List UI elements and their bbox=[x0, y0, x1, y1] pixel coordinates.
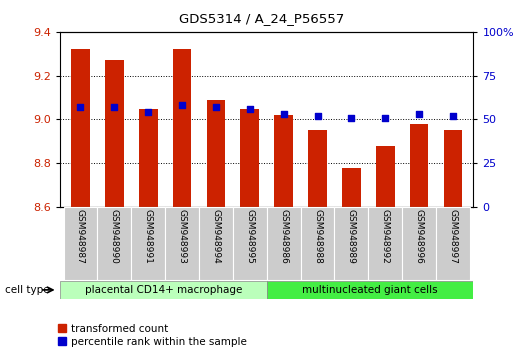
Point bbox=[178, 103, 186, 108]
Bar bbox=[64, 207, 97, 280]
Bar bbox=[308, 130, 327, 207]
Text: GSM948996: GSM948996 bbox=[415, 209, 424, 264]
Bar bbox=[267, 281, 473, 299]
Bar bbox=[105, 60, 123, 207]
Bar bbox=[97, 207, 131, 280]
Text: multinucleated giant cells: multinucleated giant cells bbox=[302, 285, 438, 295]
Bar bbox=[376, 146, 394, 207]
Point bbox=[246, 106, 254, 112]
Point bbox=[347, 115, 356, 121]
Bar bbox=[368, 207, 402, 280]
Bar bbox=[436, 207, 470, 280]
Point bbox=[76, 104, 85, 110]
Bar bbox=[241, 109, 259, 207]
Bar bbox=[444, 130, 462, 207]
Bar bbox=[139, 109, 157, 207]
Bar bbox=[335, 207, 368, 280]
Text: GSM948994: GSM948994 bbox=[211, 209, 220, 264]
Point bbox=[212, 104, 220, 110]
Bar bbox=[342, 168, 361, 207]
Text: GSM948987: GSM948987 bbox=[76, 209, 85, 264]
Bar bbox=[402, 207, 436, 280]
Text: GSM948997: GSM948997 bbox=[449, 209, 458, 264]
Bar bbox=[173, 49, 191, 207]
Text: GSM948990: GSM948990 bbox=[110, 209, 119, 264]
Bar bbox=[301, 207, 334, 280]
Text: GSM948988: GSM948988 bbox=[313, 209, 322, 264]
Point bbox=[144, 110, 152, 115]
Legend: transformed count, percentile rank within the sample: transformed count, percentile rank withi… bbox=[58, 324, 247, 347]
Bar bbox=[165, 207, 199, 280]
Text: GSM948993: GSM948993 bbox=[178, 209, 187, 264]
Text: GSM948986: GSM948986 bbox=[279, 209, 288, 264]
Text: cell type: cell type bbox=[5, 285, 50, 295]
Text: GSM948989: GSM948989 bbox=[347, 209, 356, 264]
Bar bbox=[207, 100, 225, 207]
Point bbox=[313, 113, 322, 119]
Bar bbox=[199, 207, 233, 280]
Bar bbox=[275, 115, 293, 207]
Bar bbox=[233, 207, 267, 280]
Text: GSM948992: GSM948992 bbox=[381, 209, 390, 264]
Text: placental CD14+ macrophage: placental CD14+ macrophage bbox=[85, 285, 242, 295]
Text: GSM948995: GSM948995 bbox=[245, 209, 254, 264]
Bar bbox=[410, 124, 428, 207]
Bar bbox=[71, 49, 90, 207]
Bar bbox=[60, 281, 267, 299]
Point bbox=[449, 113, 457, 119]
Point bbox=[279, 112, 288, 117]
Bar bbox=[267, 207, 301, 280]
Text: GDS5314 / A_24_P56557: GDS5314 / A_24_P56557 bbox=[179, 12, 344, 25]
Bar bbox=[131, 207, 165, 280]
Point bbox=[415, 112, 423, 117]
Point bbox=[110, 104, 119, 110]
Text: GSM948991: GSM948991 bbox=[144, 209, 153, 264]
Point bbox=[381, 115, 390, 121]
